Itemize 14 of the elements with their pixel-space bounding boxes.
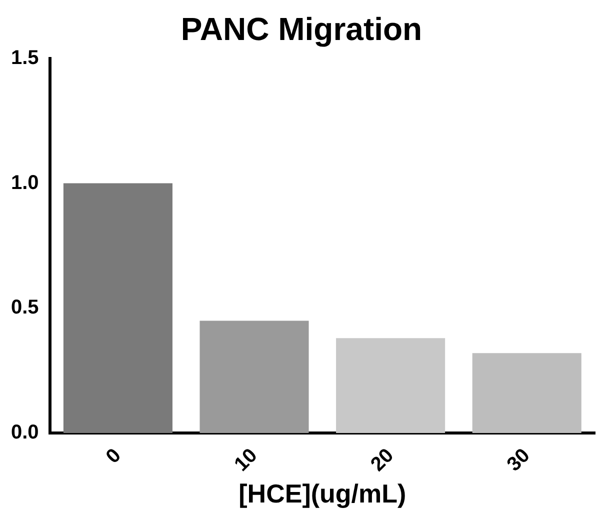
x-tick-label: 30 (502, 444, 534, 476)
x-tick-label: 10 (230, 444, 262, 476)
x-axis-title: [HCE](ug/mL) (238, 478, 406, 509)
y-tick-label: 0.0 (10, 422, 39, 444)
bar (336, 338, 446, 434)
y-tick-label: 1.5 (10, 46, 39, 69)
bar (200, 320, 309, 434)
bar (472, 353, 582, 434)
x-tick-label: 20 (366, 444, 398, 476)
bar (63, 183, 172, 434)
y-tick-label: 1.0 (10, 172, 39, 194)
y-tick-label: 0.5 (10, 296, 39, 319)
x-tick-label: 0 (102, 444, 126, 468)
chart-title: PANC Migration (180, 11, 422, 48)
